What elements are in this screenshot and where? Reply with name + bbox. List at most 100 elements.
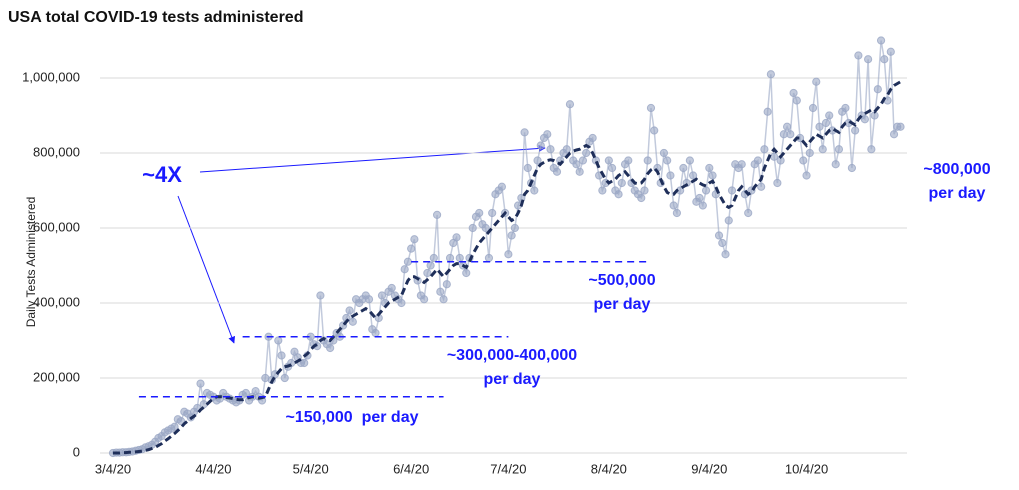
- data-point: [241, 388, 250, 398]
- data-point: [782, 122, 792, 131]
- data-point: [685, 156, 694, 165]
- data-point: [753, 156, 763, 165]
- data-point: [481, 223, 490, 233]
- data-point: [643, 156, 652, 165]
- data-point: [847, 163, 857, 173]
- data-point: [552, 167, 562, 176]
- data-point: [854, 51, 863, 60]
- data-point: [455, 253, 464, 263]
- data-point: [436, 287, 445, 296]
- annotation: ~150,000 per day: [286, 409, 419, 426]
- data-point: [770, 152, 779, 161]
- annotation: ~500,000: [588, 272, 655, 289]
- data-point: [646, 103, 656, 113]
- data-point: [617, 178, 626, 188]
- data-point: [530, 186, 539, 195]
- y-tick-label: 400,000: [33, 294, 80, 309]
- data-point: [410, 235, 419, 244]
- data-point: [876, 36, 886, 45]
- data-point: [808, 103, 818, 113]
- y-tick-label: 1,000,000: [22, 69, 80, 84]
- data-point: [400, 265, 409, 274]
- data-point: [766, 70, 775, 79]
- data-point: [429, 253, 438, 263]
- data-point: [423, 268, 432, 278]
- data-point: [799, 156, 808, 165]
- data-point: [815, 122, 824, 131]
- data-point: [387, 283, 396, 293]
- data-point: [757, 182, 766, 191]
- data-point: [604, 156, 613, 165]
- data-point: [432, 210, 442, 219]
- data-point: [170, 422, 179, 431]
- x-tick-label: 5/4/20: [293, 461, 329, 476]
- x-tick-label: 3/4/20: [95, 461, 131, 476]
- data-point: [442, 280, 451, 289]
- data-point: [588, 133, 597, 143]
- data-point: [364, 295, 374, 304]
- data-point: [659, 148, 669, 158]
- data-point: [650, 126, 659, 135]
- y-tick-label: 600,000: [33, 219, 80, 234]
- data-point: [624, 156, 633, 165]
- data-point: [345, 306, 354, 315]
- data-point: [504, 250, 513, 259]
- data-point: [326, 343, 335, 353]
- data-point: [718, 238, 727, 248]
- data-point: [705, 163, 714, 173]
- data-point: [851, 126, 860, 135]
- data-point: [786, 130, 795, 139]
- data-point: [873, 85, 882, 94]
- x-tick-label: 10/4/20: [785, 461, 828, 476]
- data-point: [348, 317, 357, 326]
- data-point: [760, 145, 769, 154]
- x-tick-label: 9/4/20: [691, 461, 727, 476]
- data-point: [805, 148, 814, 158]
- data-point: [818, 145, 827, 154]
- data-point: [701, 186, 711, 195]
- data-point: [737, 160, 746, 169]
- daily-line: [112, 40, 901, 454]
- annotation: ~800,000: [923, 161, 990, 178]
- x-tick-label: 8/4/20: [591, 461, 627, 476]
- data-point: [575, 167, 584, 176]
- data-point: [698, 201, 707, 210]
- data-point: [896, 122, 905, 131]
- data-point: [536, 141, 545, 150]
- data-point: [666, 171, 675, 180]
- data-point: [316, 291, 325, 300]
- data-point: [523, 163, 532, 173]
- data-point: [280, 373, 289, 383]
- data-point: [744, 208, 753, 218]
- data-point: [371, 328, 380, 338]
- data-point: [582, 148, 591, 158]
- data-point: [445, 253, 455, 263]
- data-point: [640, 186, 649, 195]
- data-point: [773, 178, 782, 188]
- data-point: [578, 156, 588, 165]
- data-point: [886, 47, 895, 56]
- data-point: [614, 190, 623, 199]
- data-point: [452, 233, 461, 242]
- arrow: [199, 144, 546, 173]
- chart-title: USA total COVID-19 tests administered: [8, 9, 303, 26]
- data-point: [196, 379, 205, 388]
- data-point: [426, 261, 435, 270]
- data-point: [831, 160, 840, 169]
- moving-average-line: [113, 80, 902, 455]
- data-point: [403, 257, 413, 266]
- y-tick-label: 800,000: [33, 144, 80, 159]
- data-point: [714, 231, 724, 240]
- data-point: [488, 208, 497, 218]
- data-point: [572, 160, 581, 169]
- annotation: ~4X: [142, 162, 182, 187]
- data-point: [199, 400, 208, 409]
- data-point: [274, 336, 283, 345]
- data-point: [763, 107, 772, 116]
- data-point: [867, 145, 876, 154]
- annotation: per day: [929, 185, 986, 202]
- data-point: [889, 130, 899, 139]
- data-point: [727, 186, 737, 195]
- data-point: [598, 186, 607, 195]
